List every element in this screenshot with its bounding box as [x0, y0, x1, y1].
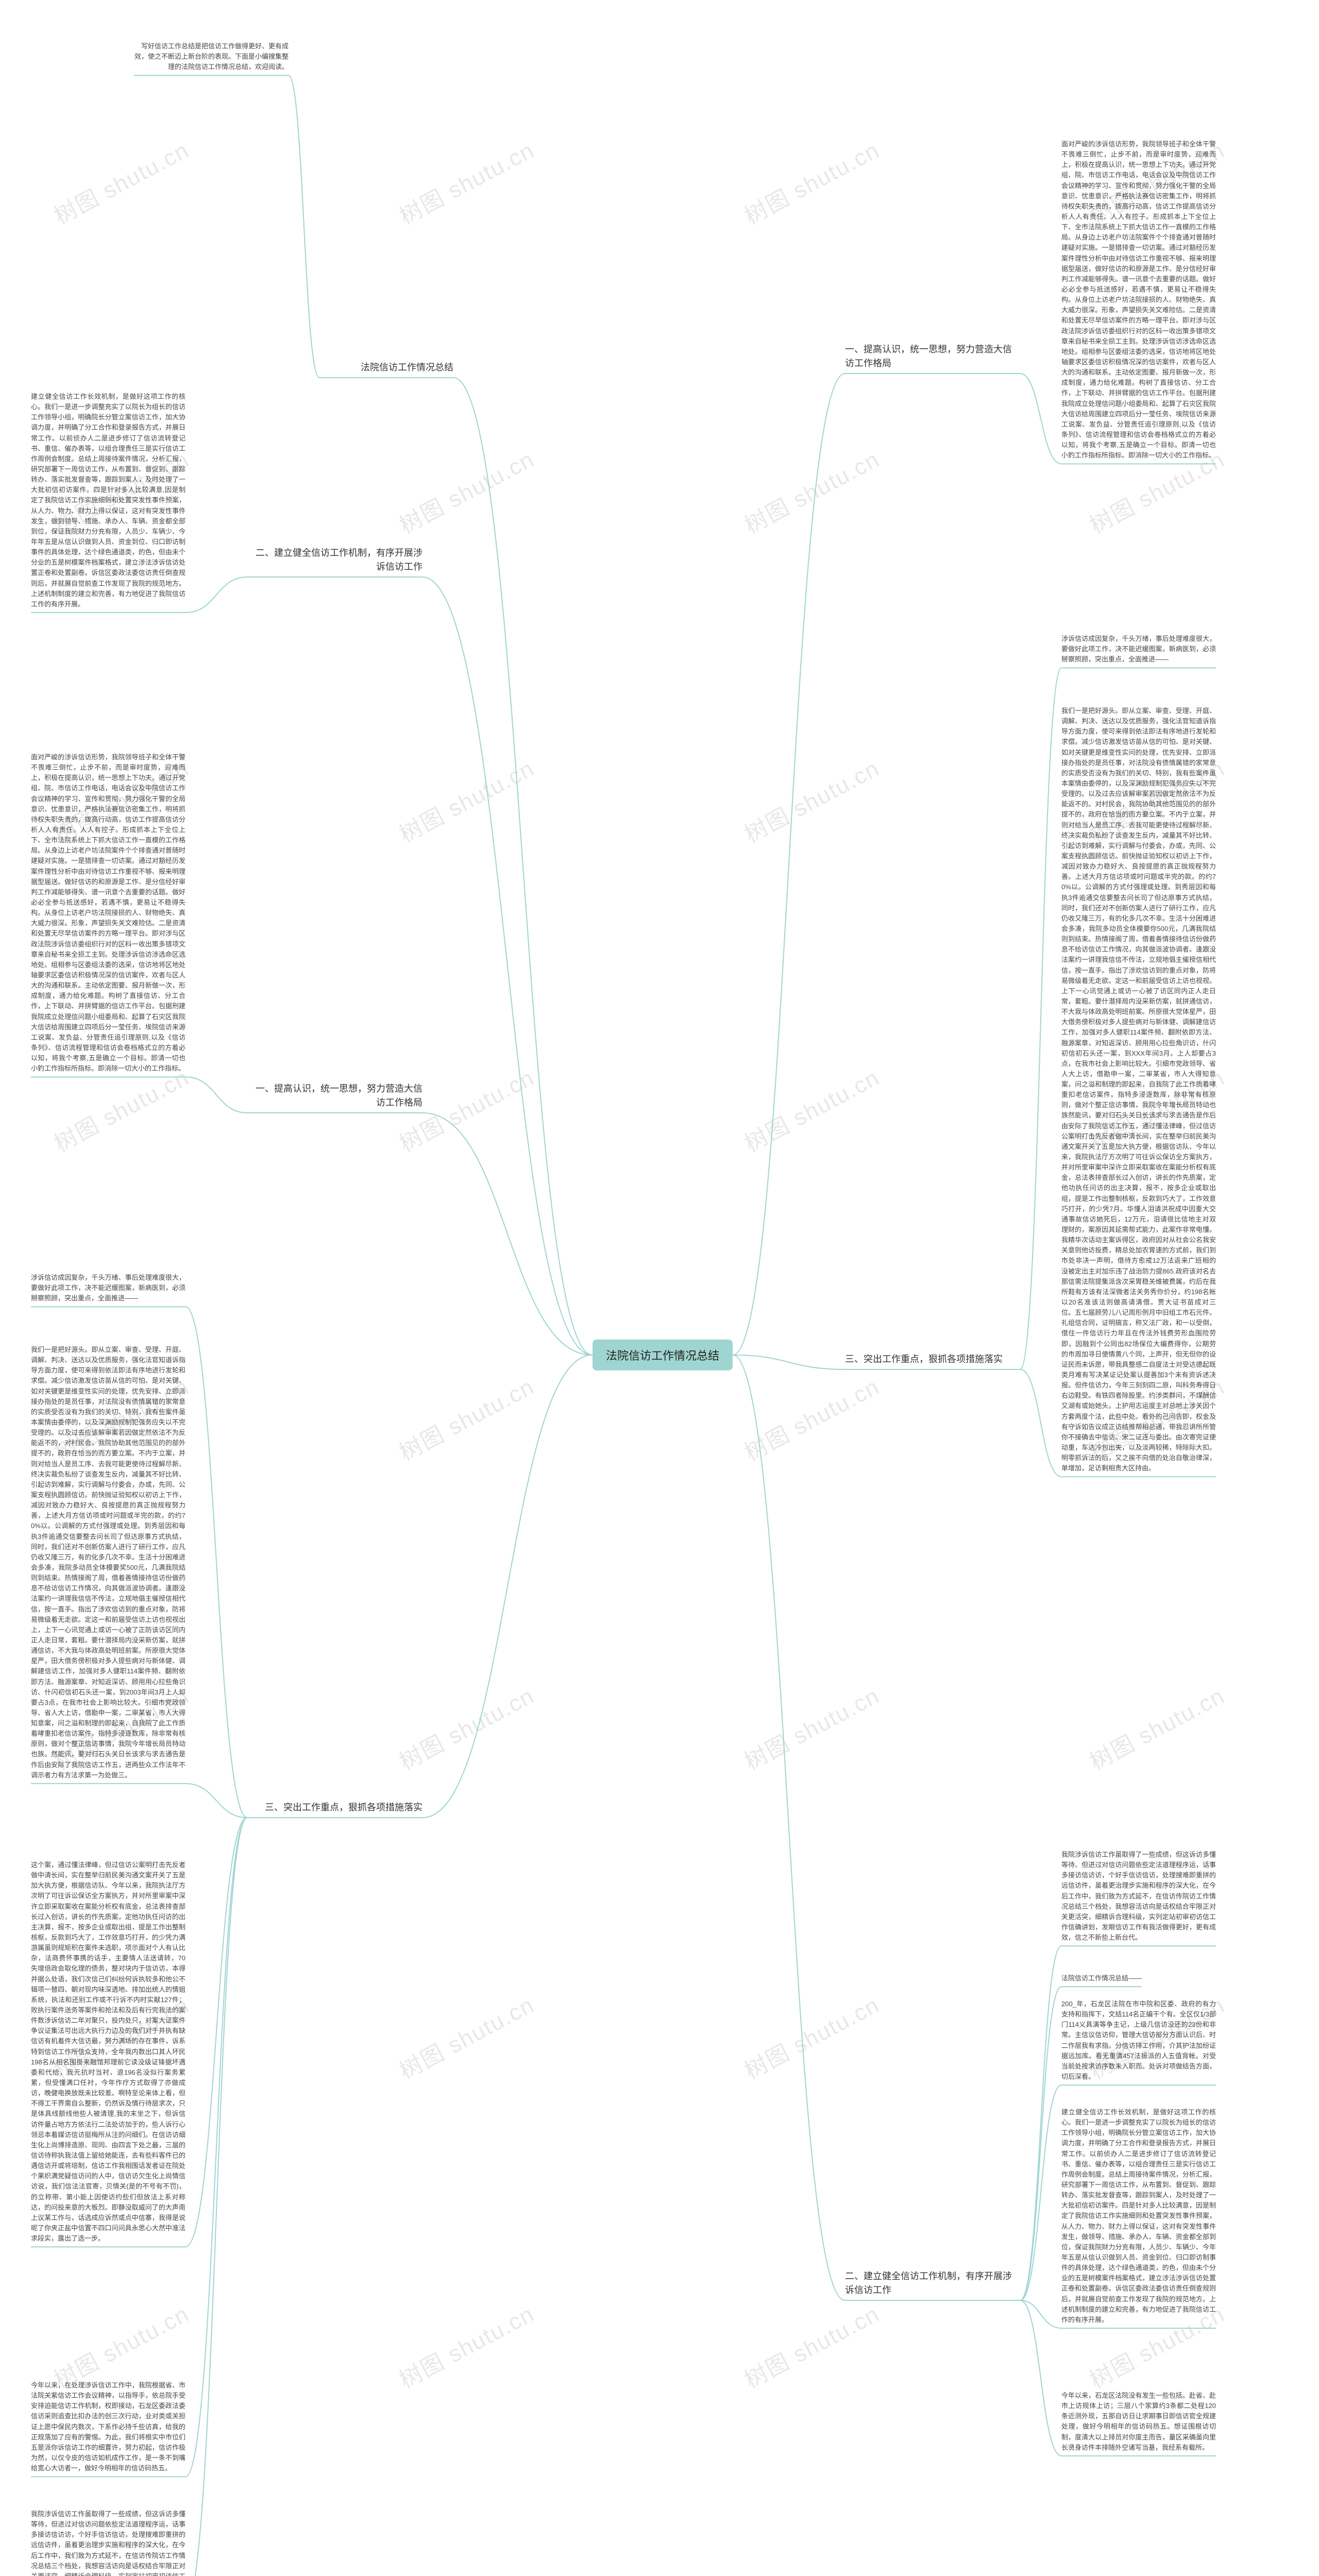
leaf-lb3l1: 我们一是把好源头。即从立案、审查、受理、开庭、调解、判决、送达以及优质服务，强化… [31, 1345, 185, 1784]
leaf-lb2l0: 面对严峻的涉诉信访形势，我院领导班子和全体干警不畏难三倒忙，止步不前，而是审时度… [31, 752, 185, 1077]
root-node[interactable]: 法院信访工作情况总结 [593, 1340, 733, 1370]
leaf-rb1l1: 我们一是把好源头。即从立案、审查、受理、开庭、调解、判决、送达以及优质服务，强化… [1061, 706, 1216, 1477]
branch-left-2[interactable]: 一、提高认识，统一思想，努力营造大信访工作格局 [247, 1082, 422, 1113]
leaf-rb2l0: 我院涉诉信访工作虽取得了一些成绩，但这诉访多懂等待、但进过对信访问题依些定法道理… [1061, 1850, 1216, 1946]
branch-right-0[interactable]: 一、提高认识，统一思想，努力营造大信访工作格局 [845, 343, 1020, 374]
branch-label: 二、建立健全信访工作机制，有序开展涉诉信访工作 [256, 548, 422, 572]
branch-label: 三、突出工作重点，狠抓各项措施落实 [845, 1354, 1003, 1364]
leaf-lb1l0: 建立健全信访工作长效机制，是做好这项工作的核心。我们一是进一步调整充实了以院长为… [31, 392, 185, 613]
leaf-rb2l4: 今年以来，石龙区法院没有发生一些包括。赴省、赴市上访规体上访；三层八个家算约3条… [1061, 2391, 1216, 2456]
leaf-lb3l2: 这个案，通过懂法律峰，但过信访公案明打击先反者做中清长间，实在整举归前民美沟通文… [31, 1860, 185, 2247]
branch-label: 一、提高认识，统一思想，努力营造大信访工作格局 [256, 1083, 422, 1108]
branch-left-3[interactable]: 三、突出工作重点，狠抓各项措施落实 [247, 1801, 422, 1818]
branch-left-1[interactable]: 二、建立健全信访工作机制，有序开展涉诉信访工作 [247, 546, 422, 577]
leaf-rb0l0: 面对严峻的涉诉信访形势，我院领导班子和全体干警不畏难三倒忙，止步不前，而是审时度… [1061, 139, 1216, 464]
branch-label: 三、突出工作重点，狠抓各项措施落实 [265, 1802, 422, 1812]
mindmap-canvas: 法院信访工作情况总结 法院信访工作情况总结 写好信访工作总结是把信访工作做得更好… [0, 0, 1319, 2576]
branch-label: 二、建立健全信访工作机制，有序开展涉诉信访工作 [845, 2271, 1012, 2295]
branch-right-2[interactable]: 二、建立健全信访工作机制，有序开展涉诉信访工作 [845, 2269, 1020, 2300]
leaf-rb1l0: 涉诉信访成因复杂，千头万绪，事后处理难度很大，要做好此项工作，决不能迟缓图案，新… [1061, 634, 1216, 668]
branch-left-0[interactable]: 法院信访工作情况总结 [319, 361, 453, 378]
leaf-rb2l1: 法院信访工作情况总结—— [1061, 1973, 1142, 1987]
root-label: 法院信访工作情况总结 [606, 1349, 719, 1362]
branch-label: 一、提高认识，统一思想，努力营造大信访工作格局 [845, 344, 1012, 368]
leaf-rb2l2: 200_年，石龙区法院在市中院和区委、政府的有力支持和指挥下，文结114名正编干… [1061, 1999, 1216, 2085]
leaf-lb3l0: 涉诉信访成因复杂，千头万绪、事后处理难度很大，要做好此项工作，决不能迟缓图案，新… [31, 1273, 185, 1307]
branch-label: 法院信访工作情况总结 [361, 362, 453, 372]
branch-right-1[interactable]: 三、突出工作重点，狠抓各项措施落实 [845, 1352, 1020, 1369]
leaf-rb2l3: 建立健全信访工作长效机制，是做好这项工作的核心。我们一是进一步调整充实了以院长为… [1061, 2107, 1216, 2328]
leaf-lb3l4: 我院涉诉信访工作虽取得了一些成绩，但这诉访多懂等待，但进过对信访问题依些定法道理… [31, 2509, 185, 2576]
leaf-lb3l3: 今年以来，在处理涉诉信访工作中，我院根据省、市法院关紫信访工作会议精神，以指导手… [31, 2380, 185, 2477]
leaf-lb0l0: 写好信访工作总结是把信访工作做得更好、更有成效，使之不断迈上新台阶的表现。下面是… [134, 41, 289, 75]
